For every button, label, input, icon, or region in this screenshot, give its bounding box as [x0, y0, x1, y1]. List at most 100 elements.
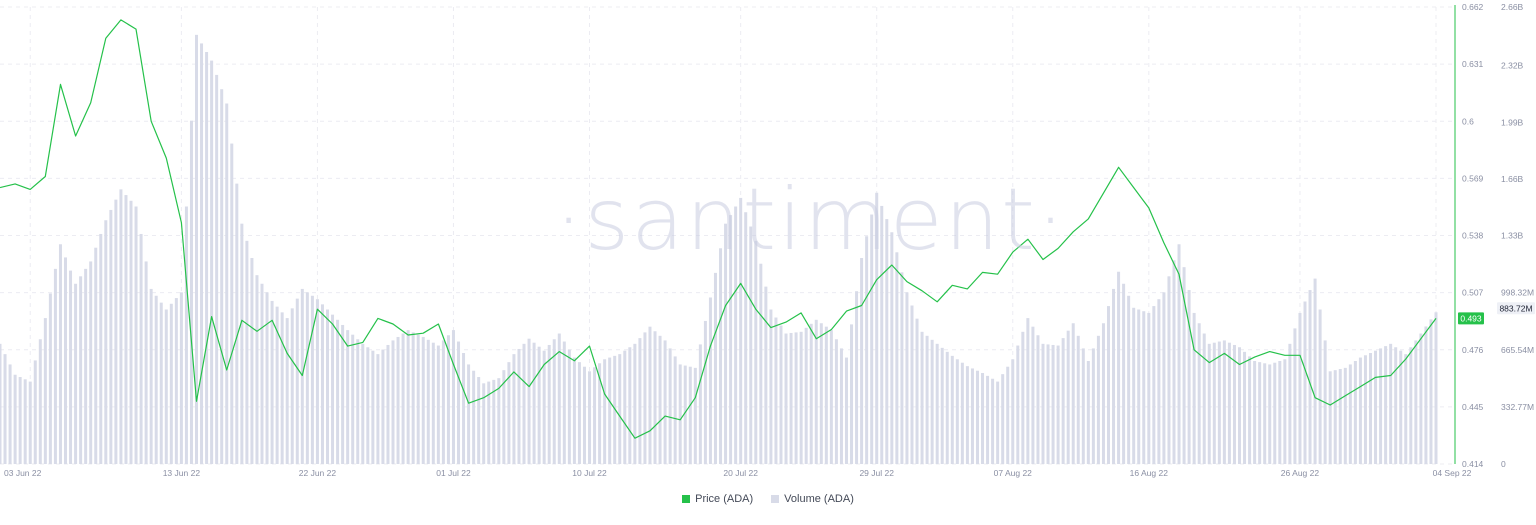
volume-bar	[467, 364, 471, 464]
volume-bar	[703, 320, 707, 464]
volume-bar	[643, 332, 647, 464]
volume-bar	[1162, 292, 1166, 464]
volume-bar	[1232, 344, 1236, 464]
volume-bar	[1253, 361, 1257, 464]
volume-bar	[713, 272, 717, 464]
volume-bar	[109, 209, 113, 464]
price-axis-tick: 0.476	[1462, 345, 1484, 355]
volume-bar	[220, 89, 224, 465]
volume-bar	[411, 332, 415, 464]
volume-bar	[240, 223, 244, 464]
volume-bar	[628, 347, 632, 464]
volume-bar	[457, 341, 461, 464]
volume-bar	[1419, 333, 1423, 464]
volume-bar	[48, 293, 52, 464]
volume-bar	[346, 330, 350, 464]
chart-legend: Price (ADA) Volume (ADA)	[0, 493, 1536, 505]
volume-bar	[260, 283, 264, 464]
volume-bar	[996, 381, 1000, 464]
x-axis-tick: 20 Jul 22	[723, 468, 758, 478]
volume-bar	[174, 298, 178, 464]
volume-bar	[79, 276, 83, 464]
volume-bar	[698, 344, 702, 464]
volume-bar	[1333, 370, 1337, 464]
volume-bar	[975, 370, 979, 464]
volume-bar	[1056, 345, 1060, 464]
volume-bar	[472, 370, 476, 464]
volume-bar	[1021, 331, 1025, 464]
volume-legend-label: Volume (ADA)	[784, 493, 854, 505]
volume-bar	[94, 247, 98, 464]
volume-bar	[794, 332, 798, 464]
volume-axis-tick: 2.66B	[1501, 2, 1524, 12]
volume-bar	[43, 318, 47, 464]
volume-bar	[824, 326, 828, 464]
volume-bar	[416, 334, 420, 464]
legend-item-price[interactable]: Price (ADA)	[682, 493, 753, 505]
volume-bar	[275, 306, 279, 464]
volume-bar	[1197, 323, 1201, 464]
volume-bar	[809, 323, 813, 464]
volume-bar	[577, 362, 581, 464]
volume-bar	[376, 354, 380, 464]
volume-bar	[477, 377, 481, 464]
volume-bar	[1036, 335, 1040, 464]
volume-bar	[124, 195, 128, 465]
volume-bar	[1066, 330, 1070, 464]
volume-bar	[764, 286, 768, 464]
volume-bar	[441, 340, 445, 464]
legend-item-volume[interactable]: Volume (ADA)	[771, 493, 854, 505]
price-badge	[1458, 312, 1484, 325]
volume-bar	[945, 351, 949, 464]
volume-bar	[502, 370, 506, 464]
volume-bar	[280, 312, 284, 464]
volume-bar	[1122, 283, 1126, 464]
volume-bar	[900, 272, 904, 464]
volume-bar	[18, 377, 22, 464]
volume-bar	[406, 330, 410, 464]
volume-bar	[1006, 366, 1010, 464]
volume-bar	[391, 340, 395, 464]
volume-bar	[754, 240, 758, 464]
volume-bar	[371, 350, 375, 464]
volume-bar	[1288, 343, 1292, 464]
volume-bar	[58, 244, 62, 464]
price-axis-tick: 0.507	[1462, 288, 1484, 298]
volume-bar	[507, 362, 511, 464]
volume-bar	[1363, 355, 1367, 464]
volume-bar	[1358, 357, 1362, 464]
volume-bar	[487, 381, 491, 464]
volume-bar	[1237, 347, 1241, 464]
volume-bar	[1293, 328, 1297, 464]
volume-bar	[1222, 340, 1226, 464]
price-axis-tick: 0.6	[1462, 116, 1474, 126]
volume-bar	[547, 344, 551, 464]
volume-bar	[890, 232, 894, 464]
volume-bar	[305, 292, 309, 464]
volume-bar	[875, 192, 879, 464]
volume-bar	[285, 318, 289, 464]
volume-bar	[1353, 361, 1357, 464]
volume-bar	[104, 220, 108, 464]
volume-bar	[1227, 342, 1231, 464]
volume-bar	[1091, 348, 1095, 464]
volume-bar	[588, 371, 592, 464]
volume-bar	[708, 297, 712, 464]
volume-bar	[1424, 326, 1428, 464]
volume-bar	[925, 335, 929, 464]
volume-bar	[865, 236, 869, 464]
volume-bar	[1434, 312, 1438, 464]
volume-bar	[1096, 335, 1100, 464]
volume-bar	[678, 364, 682, 464]
volume-bar	[295, 298, 299, 464]
volume-bar	[1071, 323, 1075, 464]
volume-bar	[1298, 312, 1302, 464]
volume-bar	[1404, 354, 1408, 464]
volume-bar	[1394, 347, 1398, 464]
x-axis-tick: 16 Aug 22	[1130, 468, 1169, 478]
volume-bar	[189, 120, 193, 464]
volume-bar	[421, 336, 425, 464]
volume-bar	[1011, 359, 1015, 464]
